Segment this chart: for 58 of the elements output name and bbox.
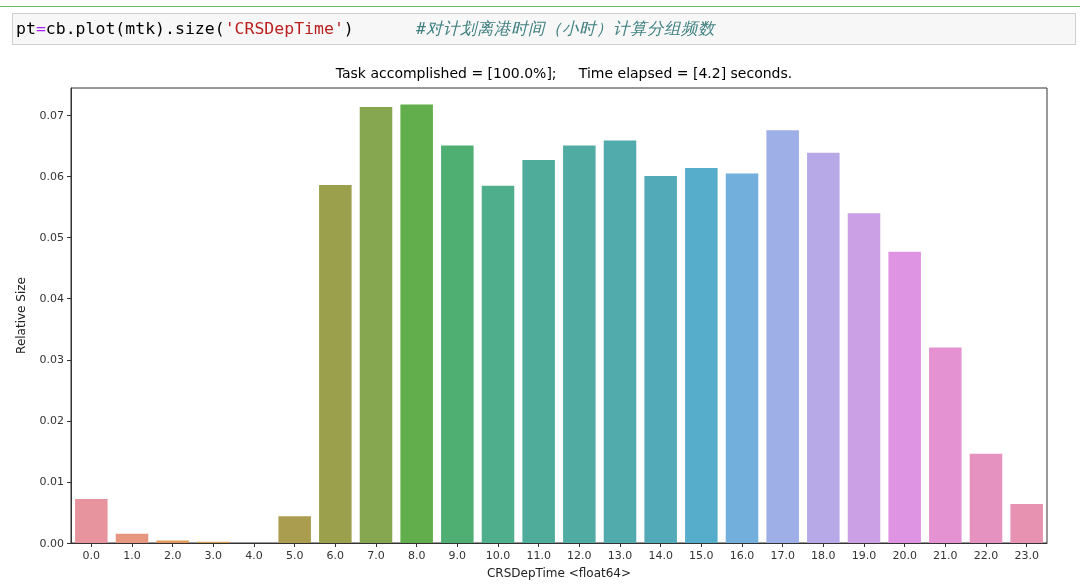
x-tick-label: 11.0 — [526, 549, 551, 562]
x-tick-label: 15.0 — [689, 549, 714, 562]
text: #对计划离港时间（小时）计算分组频数 — [416, 18, 715, 40]
y-tick-label: 0.03 — [39, 353, 64, 367]
bar — [969, 453, 1003, 543]
y-tick-label: 0.05 — [39, 231, 64, 245]
x-tick-label: 14.0 — [648, 549, 673, 562]
x-tick-label: 13.0 — [607, 549, 633, 562]
bar — [481, 185, 515, 543]
x-tick-label: 16.0 — [729, 549, 755, 562]
x-tick-label: 2.0 — [163, 549, 182, 562]
x-tick-label: 17.0 — [770, 549, 795, 562]
x-tick-label: 3.0 — [204, 549, 223, 562]
x-axis-title: CRSDepTime <float64> — [486, 566, 632, 580]
bar — [766, 130, 799, 543]
x-tick-label: 7.0 — [367, 549, 385, 562]
x-tick-label: 20.0 — [892, 549, 917, 562]
x-tick-label: 18.0 — [811, 549, 836, 562]
bar — [929, 347, 962, 543]
bar — [115, 533, 149, 543]
x-tick-label: 10.0 — [485, 549, 511, 562]
chart-title: Task accomplished = [100.0%]; Time elapsed = [4.2] seconds. — [334, 65, 793, 81]
bar — [807, 152, 840, 543]
y-tick-label: 0.07 — [39, 108, 64, 122]
x-tick-label: 4.0 — [245, 549, 263, 562]
bar — [888, 251, 921, 543]
y-axis-title: Relative Size — [14, 277, 28, 354]
x-tick-label: 19.0 — [851, 549, 877, 562]
bar — [644, 175, 677, 543]
text: pt=cb.plot(mtk).size('CRSDepTime') — [16, 19, 354, 38]
x-tick-label: 21.0 — [933, 549, 958, 562]
y-tick-label: 0.04 — [39, 292, 64, 306]
bar — [359, 106, 393, 543]
bar — [603, 140, 637, 543]
bar — [725, 173, 759, 543]
x-tick-label: 8.0 — [407, 549, 426, 562]
bar — [522, 160, 555, 543]
x-tick-label: 9.0 — [448, 549, 467, 562]
x-tick-label: 0.0 — [82, 549, 101, 562]
bar — [847, 213, 881, 543]
bar — [400, 104, 433, 543]
x-tick-label: 5.0 — [285, 549, 304, 562]
y-tick-label: 0.01 — [39, 475, 64, 489]
y-tick-label: 0.06 — [39, 170, 64, 184]
bar — [319, 185, 352, 543]
bar — [441, 145, 474, 543]
y-tick-label: 0.00 — [39, 536, 64, 550]
y-tick-label: 0.02 — [39, 414, 64, 428]
x-tick-label: 6.0 — [326, 549, 345, 562]
bar — [1010, 503, 1043, 543]
bar — [75, 499, 108, 543]
x-tick-label: 12.0 — [567, 549, 592, 562]
x-tick-label: 22.0 — [973, 549, 999, 562]
x-tick-label: 23.0 — [1014, 549, 1039, 562]
bar — [685, 168, 718, 543]
x-tick-label: 1.0 — [123, 549, 141, 562]
bar — [563, 145, 596, 543]
bar — [278, 516, 311, 543]
